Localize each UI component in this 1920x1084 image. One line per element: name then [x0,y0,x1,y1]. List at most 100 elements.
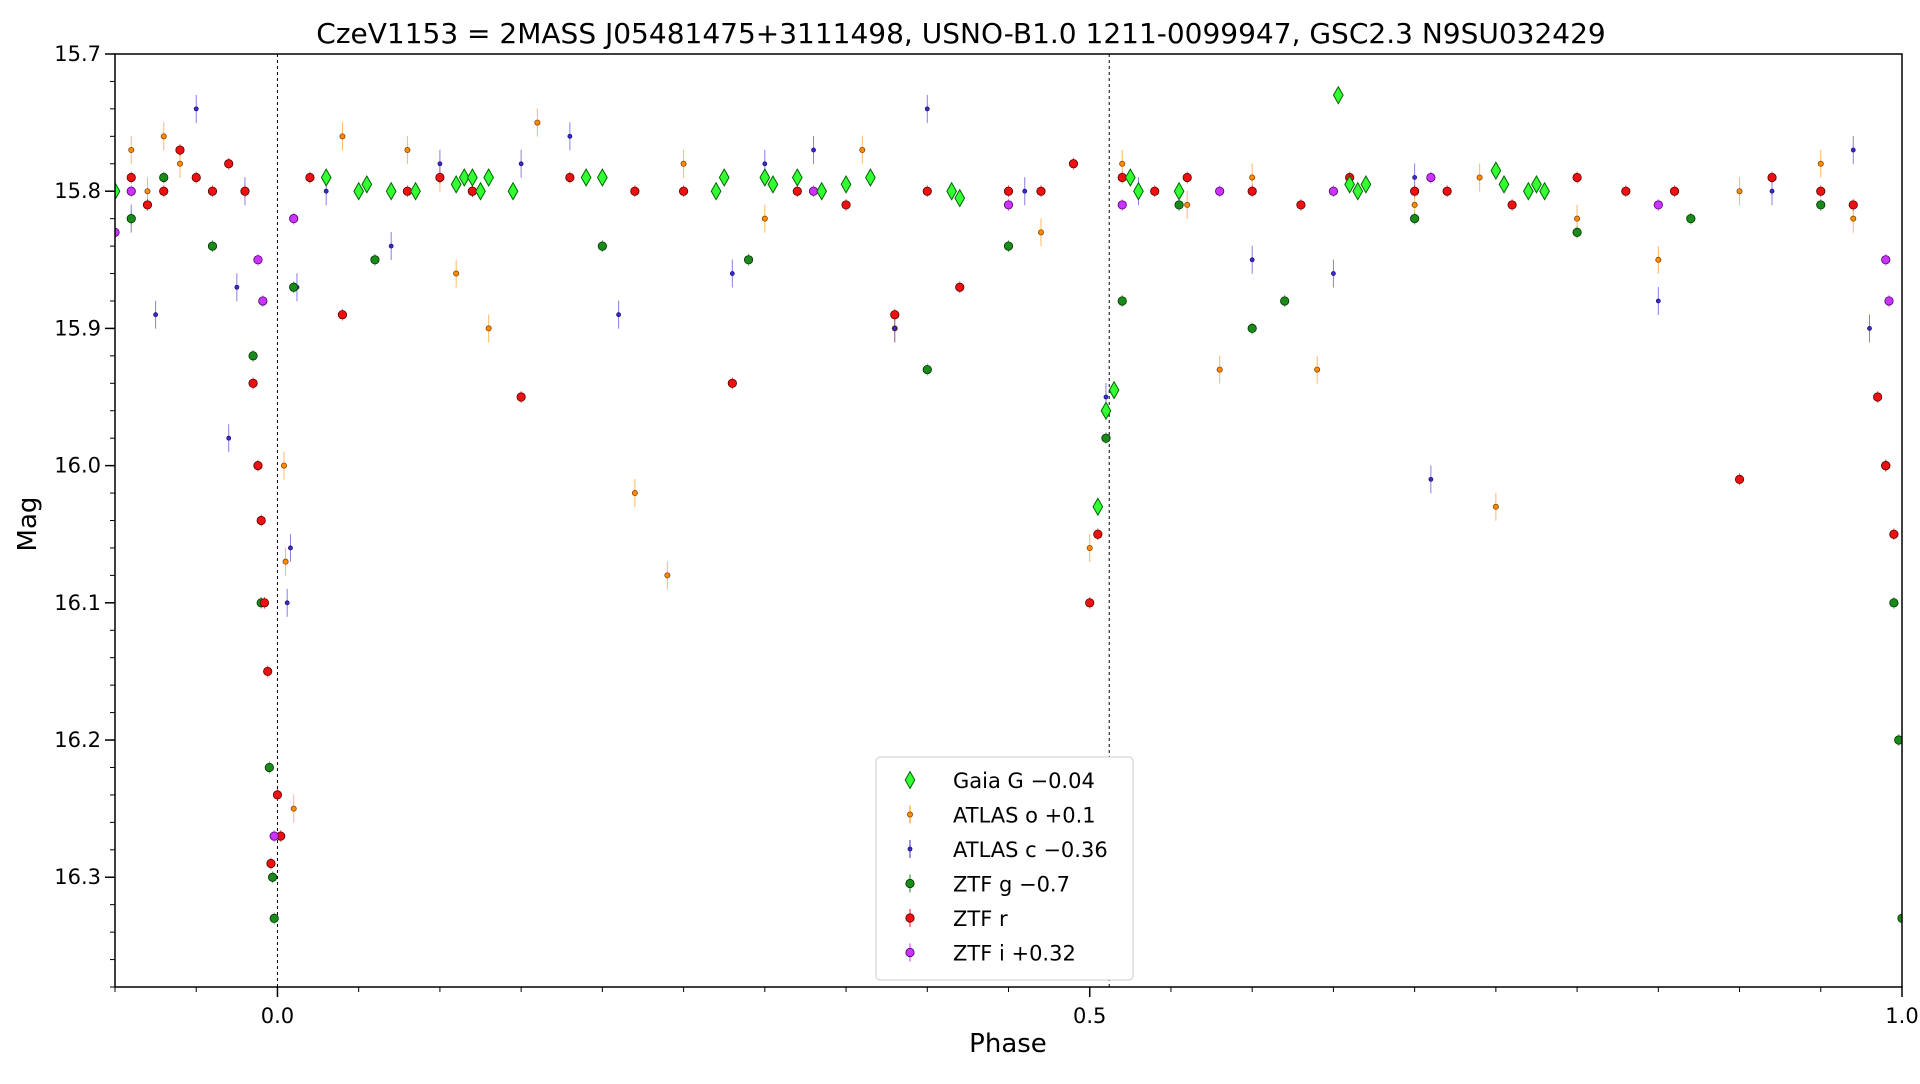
data-point [1848,200,1858,210]
data-point [954,188,966,208]
data-point [388,243,394,249]
data-point [567,133,573,139]
data-point [892,326,898,331]
data-layer [115,85,1902,925]
data-point [320,168,332,187]
data-point [437,161,443,167]
data-point [580,168,592,187]
y-axis: 15.7 15.8 15.9 16.0 16.1 16.2 16.3 [54,42,115,988]
data-point [142,200,153,210]
data-point [630,186,640,196]
data-point [264,762,274,773]
data-point [1410,186,1420,196]
data-point [126,172,136,183]
data-point [1331,271,1336,276]
data-point [1117,200,1127,210]
data-point [1653,200,1663,210]
data-point [467,168,478,187]
y-tick-label: 15.8 [54,179,101,203]
x-tick-label: 0.0 [261,1004,294,1028]
data-point [258,296,268,306]
data-point [483,168,495,187]
data-point [678,186,689,196]
data-point [1101,433,1111,443]
data-point [253,255,263,265]
data-point [1249,257,1255,263]
data-point [1669,186,1680,196]
data-point [410,181,421,201]
data-point [175,145,185,155]
data-point [1531,174,1542,194]
data-point [1352,181,1364,201]
legend-marker [905,947,915,958]
data-point [435,172,445,183]
data-point [288,545,293,551]
legend-label: Gaia G −0.04 [953,769,1095,793]
data-point [253,461,263,471]
data-point [767,174,779,194]
data-point [1085,598,1095,608]
data-point [1280,296,1290,306]
data-point [267,872,278,882]
data-point [516,392,526,402]
data-point [616,312,622,318]
data-point [1881,255,1891,265]
data-point [240,186,250,196]
data-point [1411,201,1418,208]
data-point [922,186,932,196]
data-point [718,168,730,187]
data-point [1539,181,1550,201]
data-point [1092,497,1104,517]
y-tick-label: 16.1 [54,591,101,615]
data-point [1100,401,1112,421]
data-point [248,378,258,388]
x-tick-label: 1.0 [1885,1004,1918,1028]
data-point [1036,186,1046,196]
data-point [1247,323,1257,334]
data-point [727,378,737,388]
data-point [339,133,346,140]
data-point [534,119,541,126]
data-point [1897,913,1902,923]
data-point [1884,296,1894,306]
data-point [256,515,266,526]
legend-label: ZTF r [953,907,1008,931]
legend-label: ATLAS o +0.1 [953,804,1096,828]
data-point [191,172,201,183]
data-point [1086,544,1093,551]
data-point [1296,200,1306,210]
y-axis-label: Mag [13,497,43,552]
legend-label: ZTF g −0.7 [953,873,1070,897]
series-3 [126,171,1902,925]
data-point [1574,215,1581,222]
data-point [1124,168,1136,187]
data-point [289,214,299,224]
data-point [1216,366,1223,373]
data-point [1173,181,1185,201]
data-point [404,147,411,154]
legend: Gaia G −0.04 ATLAS o +0.1 ATLAS c −0.36 ZTF… [875,756,1134,981]
data-point [811,147,816,153]
data-point [1442,186,1452,196]
series-4 [115,144,1899,870]
data-point [458,168,470,187]
data-point [762,161,768,167]
data-point [1332,85,1344,105]
data-point [1215,186,1225,196]
data-point [946,181,958,201]
data-point [1522,181,1534,201]
data-point [743,255,754,265]
data-point [453,270,460,277]
data-point [475,181,486,201]
data-point [323,188,329,194]
data-point [1003,186,1014,196]
data-point [282,558,289,565]
data-point [922,364,932,375]
data-point [1490,161,1502,181]
data-point [1498,174,1510,194]
data-point [1037,229,1044,236]
chart-title: CzeV1153 = 2MASS J05481475+3111498, USNO… [316,17,1605,50]
data-point [841,200,851,210]
data-point [1816,200,1826,210]
